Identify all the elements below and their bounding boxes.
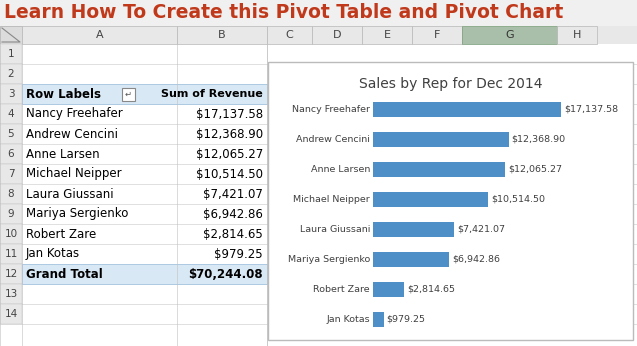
Bar	[0, 26, 22, 44]
Text: Mariya Sergienko: Mariya Sergienko	[288, 255, 370, 264]
Text: ↵: ↵	[125, 90, 132, 99]
Text: Row Labels: Row Labels	[26, 88, 101, 100]
Bar	[177, 26, 267, 44]
Text: Laura Giussani: Laura Giussani	[26, 188, 113, 200]
Bar	[373, 252, 449, 266]
Bar	[362, 26, 412, 44]
Bar	[557, 26, 597, 44]
Text: $12,368.90: $12,368.90	[196, 127, 263, 140]
Bar	[373, 162, 505, 176]
Text: Learn How To Create this Pivot Table and Pivot Chart: Learn How To Create this Pivot Table and…	[4, 3, 563, 22]
Text: Sales by Rep for Dec 2014: Sales by Rep for Dec 2014	[359, 77, 542, 91]
Text: Michael Neipper: Michael Neipper	[293, 194, 370, 203]
Bar	[0, 44, 22, 64]
Bar	[0, 124, 22, 144]
Text: 1: 1	[8, 49, 14, 59]
Text: H: H	[573, 30, 581, 40]
Text: Anne Larsen: Anne Larsen	[26, 147, 99, 161]
Text: Laura Giussani: Laura Giussani	[299, 225, 370, 234]
Text: $10,514.50: $10,514.50	[196, 167, 263, 181]
Bar	[268, 62, 633, 340]
Text: 11: 11	[4, 249, 18, 259]
Bar	[22, 84, 267, 104]
Text: $10,514.50: $10,514.50	[491, 194, 545, 203]
Text: 14: 14	[4, 309, 18, 319]
Bar	[0, 0, 637, 26]
Text: $12,065.27: $12,065.27	[508, 164, 562, 173]
Text: $17,137.58: $17,137.58	[564, 104, 618, 113]
Text: $7,421.07: $7,421.07	[457, 225, 505, 234]
FancyBboxPatch shape	[122, 88, 135, 101]
Text: 10: 10	[4, 229, 18, 239]
Text: $12,368.90: $12,368.90	[512, 135, 566, 144]
Bar	[0, 26, 637, 44]
Text: 13: 13	[4, 289, 18, 299]
Text: D: D	[333, 30, 341, 40]
Text: Robert Zare: Robert Zare	[313, 284, 370, 293]
Text: Robert Zare: Robert Zare	[26, 228, 96, 240]
Text: $6,942.86: $6,942.86	[203, 208, 263, 220]
Text: $70,244.08: $70,244.08	[189, 267, 263, 281]
Bar	[0, 244, 22, 264]
Bar	[0, 104, 22, 124]
Text: G: G	[505, 30, 514, 40]
Bar	[373, 282, 404, 297]
Bar	[0, 84, 22, 104]
Bar	[0, 264, 22, 284]
Bar	[0, 144, 22, 164]
Text: A: A	[96, 30, 103, 40]
Text: Jan Kotas: Jan Kotas	[26, 247, 80, 261]
Text: 3: 3	[8, 89, 14, 99]
Text: Grand Total: Grand Total	[26, 267, 103, 281]
Text: Nancy Freehafer: Nancy Freehafer	[26, 108, 123, 120]
Text: $2,814.65: $2,814.65	[407, 284, 455, 293]
Text: 6: 6	[8, 149, 14, 159]
Text: $7,421.07: $7,421.07	[203, 188, 263, 200]
Text: 5: 5	[8, 129, 14, 139]
Text: $17,137.58: $17,137.58	[196, 108, 263, 120]
Bar	[267, 26, 312, 44]
Bar	[312, 26, 362, 44]
Text: 7: 7	[8, 169, 14, 179]
Text: Jan Kotas: Jan Kotas	[326, 315, 370, 324]
Bar	[373, 131, 509, 146]
Text: $12,065.27: $12,065.27	[196, 147, 263, 161]
Text: Michael Neipper: Michael Neipper	[26, 167, 122, 181]
Text: Andrew Cencini: Andrew Cencini	[26, 127, 118, 140]
Text: Mariya Sergienko: Mariya Sergienko	[26, 208, 129, 220]
Text: E: E	[383, 30, 390, 40]
Bar	[373, 311, 383, 327]
Bar	[0, 184, 22, 204]
Text: Sum of Revenue: Sum of Revenue	[161, 89, 263, 99]
Text: $979.25: $979.25	[215, 247, 263, 261]
Bar	[22, 264, 267, 284]
Text: B: B	[218, 30, 225, 40]
Text: 4: 4	[8, 109, 14, 119]
Text: 9: 9	[8, 209, 14, 219]
Text: Anne Larsen: Anne Larsen	[311, 164, 370, 173]
Bar	[462, 26, 557, 44]
Bar	[373, 101, 561, 117]
Text: 8: 8	[8, 189, 14, 199]
Text: 2: 2	[8, 69, 14, 79]
Text: Nancy Freehafer: Nancy Freehafer	[292, 104, 370, 113]
Bar	[0, 64, 22, 84]
Text: C: C	[285, 30, 294, 40]
Text: $2,814.65: $2,814.65	[203, 228, 263, 240]
Bar	[0, 204, 22, 224]
Bar	[412, 26, 462, 44]
Text: Andrew Cencini: Andrew Cencini	[296, 135, 370, 144]
Bar	[0, 304, 22, 324]
Text: $6,942.86: $6,942.86	[452, 255, 500, 264]
Bar	[22, 26, 177, 44]
Bar	[373, 221, 454, 237]
Text: 12: 12	[4, 269, 18, 279]
Bar	[0, 284, 22, 304]
Bar	[0, 224, 22, 244]
Bar	[373, 191, 489, 207]
Text: $979.25: $979.25	[387, 315, 426, 324]
Bar	[0, 164, 22, 184]
Text: F: F	[434, 30, 440, 40]
